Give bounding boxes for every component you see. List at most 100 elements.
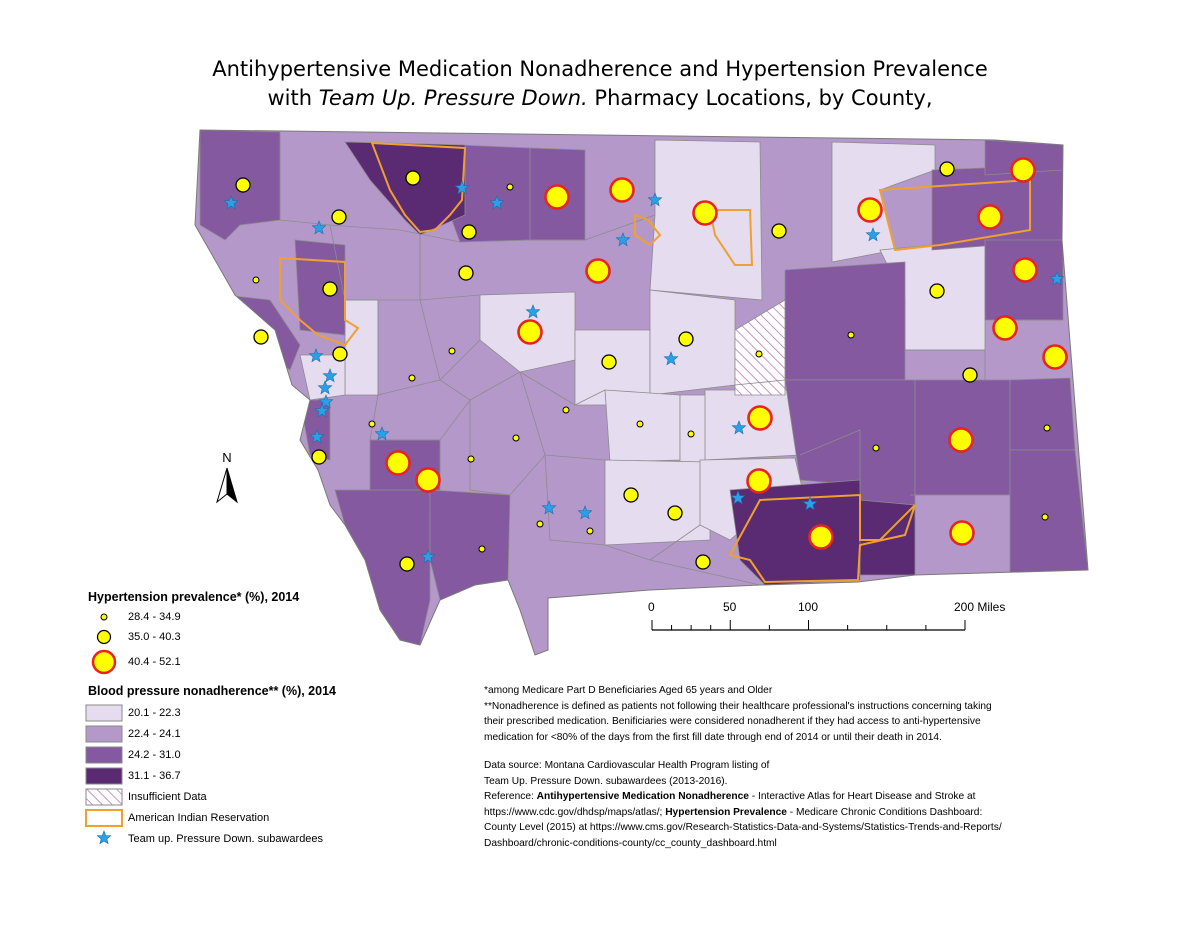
title-line-2: with Team Up. Pressure Down. Pharmacy Lo… <box>0 84 1200 113</box>
prevalence-dot <box>623 487 639 503</box>
prevalence-dot <box>755 350 763 358</box>
prevalence-dot <box>448 347 456 355</box>
footnote-2-line-2: their prescribed medication. Benificiari… <box>484 716 981 727</box>
prevalence-class-2: 35.0 - 40.3 <box>128 631 181 643</box>
prevalence-dot <box>747 405 773 431</box>
scale-label-200: 200 Miles <box>954 600 1006 614</box>
subawardee-star-icon <box>311 220 327 235</box>
subawardee-star-icon <box>730 490 746 505</box>
legend-swatch-1 <box>85 704 123 722</box>
subawardee-star-icon <box>865 227 881 242</box>
subawardee-star-icon <box>322 368 338 383</box>
prevalence-dot <box>695 554 711 570</box>
prevalence-dot <box>408 374 416 382</box>
legend-large-dot <box>91 649 117 675</box>
reference-line-3: County Level (2015) at https://www.cms.g… <box>484 822 1002 833</box>
prevalence-legend-title: Hypertension prevalence* (%), 2014 <box>88 590 300 604</box>
reference-title-1: Antihypertensive Medication Nonadherence <box>536 791 749 802</box>
scale-bar <box>651 620 966 631</box>
subawardee-star-icon <box>223 195 239 210</box>
subawardee-star-icon <box>489 195 505 210</box>
nonadherence-legend-title: Blood pressure nonadherence** (%), 2014 <box>88 684 336 698</box>
prevalence-dot <box>948 427 974 453</box>
subawardee-star-icon <box>647 192 663 207</box>
footnote-2-line-3: medication for <80% of the days from the… <box>484 731 942 743</box>
state-outline <box>194 129 1089 656</box>
subawardee-star-icon <box>308 348 324 363</box>
nonadherence-class-2: 22.4 - 24.1 <box>128 728 181 740</box>
prevalence-dot <box>467 455 475 463</box>
legend-swatch-insufficient <box>85 788 123 806</box>
prevalence-dot <box>692 200 718 226</box>
prevalence-dot <box>1041 513 1049 521</box>
nonadherence-class-3: 24.2 - 31.0 <box>128 749 181 761</box>
reference-text-1: - Interactive Atlas for Heart Disease an… <box>748 791 976 802</box>
class-3-counties <box>199 130 1088 646</box>
title-suffix: Pharmacy Locations, by County, <box>587 86 933 110</box>
prevalence-dot <box>585 258 611 284</box>
legend-small-dot <box>100 613 108 621</box>
reference-text-2: - Medicare Chronic Conditions Dashboard: <box>786 806 983 818</box>
prevalence-dot <box>544 184 570 210</box>
sources: Data source: Montana Cardiovascular Heal… <box>484 758 1084 851</box>
prevalence-dot <box>847 331 855 339</box>
nonadherence-class-1: 20.1 - 22.3 <box>128 707 181 719</box>
prevalence-dot <box>399 556 415 572</box>
reference-prefix: Reference: <box>484 791 537 802</box>
map-title: Antihypertensive Medication Nonadherence… <box>0 55 1200 113</box>
footnotes: *among Medicare Part D Beneficiaries Age… <box>484 683 1084 745</box>
prevalence-dot <box>512 434 520 442</box>
prevalence-class-1: 28.4 - 34.9 <box>128 611 181 623</box>
prevalence-dot <box>331 209 347 225</box>
prevalence-dot <box>949 520 975 546</box>
subawardee-star-icon <box>454 180 470 195</box>
scale-label-100: 100 <box>798 600 819 614</box>
prevalence-dot <box>746 468 772 494</box>
prevalence-dot <box>536 520 544 528</box>
title-prefix: with <box>267 86 319 110</box>
prevalence-dot <box>992 315 1018 341</box>
prevalence-dot <box>808 524 834 550</box>
prevalence-dot <box>461 224 477 240</box>
prevalence-dot <box>252 276 260 284</box>
prevalence-class-3: 40.4 - 52.1 <box>128 656 181 668</box>
subawardee-star-icon <box>309 429 325 444</box>
prevalence-dot <box>1042 344 1068 370</box>
prevalence-dot <box>478 545 486 553</box>
prevalence-dot <box>458 265 474 281</box>
legend-star-icon <box>96 830 112 845</box>
prevalence-dot <box>636 420 644 428</box>
nonadherence-class-4: 31.1 - 36.7 <box>128 770 181 782</box>
prevalence-dot <box>368 420 376 428</box>
subawardee-star-icon <box>314 403 330 418</box>
subawardee-star-icon <box>318 394 334 409</box>
reservations <box>279 141 1031 584</box>
prevalence-dot <box>332 346 348 362</box>
blackfeet-reservation <box>370 141 467 234</box>
scale-label-0: 0 <box>648 600 655 614</box>
prevalence-dot <box>962 367 978 383</box>
prevalence-dot <box>977 204 1003 230</box>
prevalence-dot <box>1043 424 1051 432</box>
prevalence-dot <box>678 331 694 347</box>
prevalence-dot <box>506 183 514 191</box>
insufficient-data-label: Insufficient Data <box>128 791 207 803</box>
prevalence-dot <box>235 177 251 193</box>
legend-swatch-4 <box>85 767 123 785</box>
legend-swatch-2 <box>85 725 123 743</box>
prevalence-dot <box>586 527 594 535</box>
subawardee-label: Team up. Pressure Down. subawardees <box>128 833 324 845</box>
prevalence-dot <box>385 450 411 476</box>
reference-line-1: Reference: Antihypertensive Medication N… <box>484 789 1084 805</box>
prevalence-dot <box>601 354 617 370</box>
subawardee-star-icon <box>663 351 679 366</box>
prevalence-dot <box>405 170 421 186</box>
rocky-boys-reservation <box>634 213 662 247</box>
fort-belknap-reservation <box>708 209 754 266</box>
prevalence-dot <box>872 444 880 452</box>
subawardee-star-icon <box>317 380 333 395</box>
crow-northern-cheyenne-reservations <box>728 493 916 584</box>
prevalence-dot <box>857 197 883 223</box>
program-name: Team Up. Pressure Down. <box>318 86 588 110</box>
prevalence-dot <box>771 223 787 239</box>
